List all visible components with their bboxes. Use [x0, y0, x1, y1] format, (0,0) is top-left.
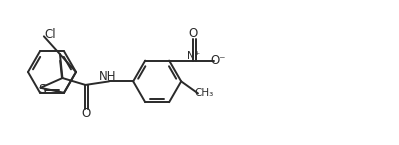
- Text: NH: NH: [99, 70, 116, 83]
- Text: Cl: Cl: [44, 28, 56, 41]
- Text: S: S: [39, 83, 47, 96]
- Text: O: O: [189, 28, 198, 40]
- Text: CH₃: CH₃: [194, 88, 213, 98]
- Text: N⁺: N⁺: [187, 51, 200, 61]
- Text: O: O: [82, 107, 91, 120]
- Text: O⁻: O⁻: [211, 54, 226, 67]
